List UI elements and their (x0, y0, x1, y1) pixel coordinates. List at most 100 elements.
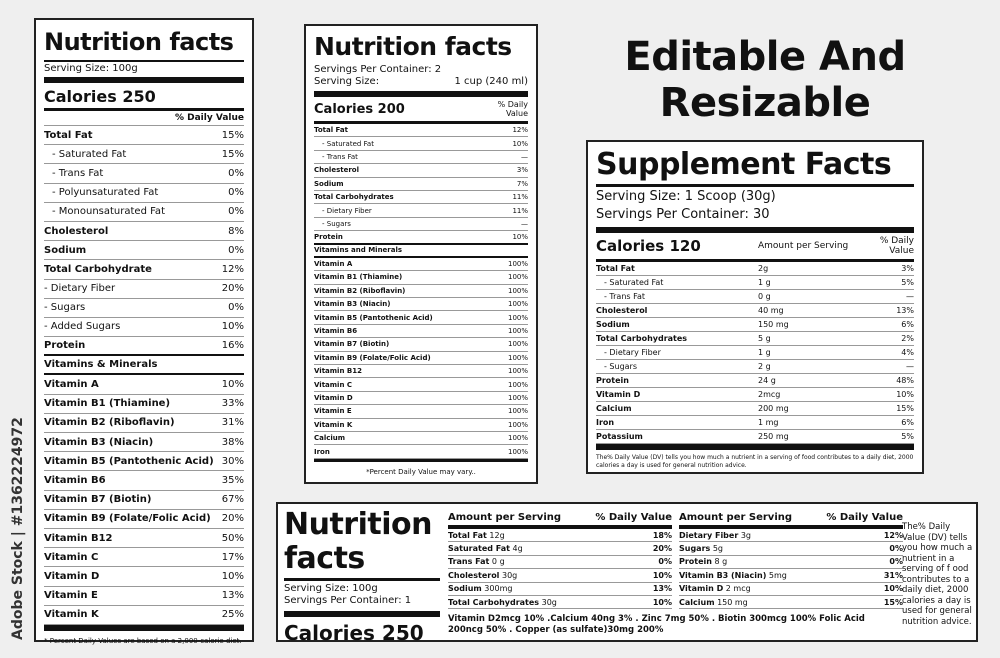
calories-row: Calories 120 Amount per Serving % Daily … (596, 233, 914, 259)
nutrient-name: Total Carbohydrates (596, 334, 688, 343)
calories-row: Calories 200 % Daily Value (314, 97, 528, 121)
nutrient-amount: 0 g (758, 292, 771, 301)
nutrient-row: Total Carbohydrates 11% (314, 191, 528, 205)
nutrient-row: Cholesterol 30g 10% (448, 569, 672, 583)
footnote: The% Daily Value (DV) tells you how much… (596, 454, 914, 469)
nutrient-amount: 150 mg (758, 320, 789, 329)
nutrient-amount: 200 mg (758, 404, 789, 413)
nutrient-label: Sugars 5g (679, 544, 723, 553)
nutrient-name: Vitamin A (314, 260, 353, 269)
nutrient-row: Vitamin B5 (Pantothenic Acid) 30% (44, 452, 244, 472)
nutrient-row: Vitamins & Minerals (44, 356, 244, 376)
nutrient-value: 25% (221, 609, 244, 621)
nutrient-name: Sodium (314, 179, 344, 188)
nutrition-label-vertical: Nutrition facts Servings Per Container: … (304, 24, 538, 484)
nutrient-value: 30% (221, 455, 244, 467)
nutrient-row: - Saturated Fat 15% (44, 145, 244, 165)
nutrient-row: Vitamin D 10% (44, 567, 244, 587)
nutrient-label: Protein 8 g (679, 557, 727, 566)
nutrient-name: Total Fat (596, 264, 635, 273)
nutrient-name: Vitamin B9 (Folate/Folic Acid) (314, 353, 431, 362)
nutrient-row: Total Fat 12% (314, 124, 528, 138)
nutrient-value: 4% (901, 348, 914, 357)
nutrient-value: 0% (228, 302, 244, 314)
nutrient-row: - Trans Fat — (314, 151, 528, 165)
nutrient-name: - Saturated Fat (604, 278, 664, 287)
daily-value-header: % Daily Value (826, 512, 903, 523)
nutrient-amount: 250 mg (758, 432, 789, 441)
nutrient-value: 16% (221, 340, 244, 352)
nutrient-row: Total Fat 15% (44, 126, 244, 146)
serving-size-label: Serving Size: (314, 76, 380, 87)
nutrient-name: Vitamin D (679, 584, 724, 594)
nutrient-row: - Polyunsaturated Fat 0% (44, 184, 244, 203)
nutrient-row: - Sugars — (314, 218, 528, 232)
nutrient-name: Sugars (679, 544, 711, 554)
nutrient-value: 15% (221, 129, 244, 141)
nutrient-name: Vitamin C (44, 551, 99, 563)
nutrient-name: Vitamin B12 (314, 367, 362, 376)
nutrient-value: 0% (658, 557, 672, 567)
nutrient-name: Vitamin C (314, 380, 353, 389)
nutrient-row: - Monounsaturated Fat 0% (44, 203, 244, 222)
nutrient-amount: 30g (499, 570, 518, 580)
nutrient-label: Total Carbohydrates 30g (448, 598, 557, 607)
nutrient-name: - Saturated Fat (322, 139, 374, 148)
nutrient-value: 12% (221, 263, 244, 275)
nutrient-value: 100% (507, 367, 528, 376)
nutrient-name: - Trans Fat (322, 152, 358, 161)
nutrient-amount: 300mg (481, 584, 513, 594)
nutrient-row: Vitamin D 2 mcg 10% (679, 583, 903, 596)
daily-value-header: % Daily Value (44, 111, 244, 126)
nutrient-name: Protein (596, 376, 629, 385)
nutrient-column-1: Amount per Serving % Daily Value Total F… (448, 512, 672, 610)
nutrient-value: 10% (652, 570, 672, 580)
divider (596, 184, 914, 187)
nutrient-name: Cholesterol (596, 306, 648, 315)
nutrient-name: - Added Sugars (44, 321, 121, 333)
nutrient-row: Vitamin K 100% (314, 419, 528, 432)
nutrient-name: Vitamin B7 (Biotin) (314, 340, 390, 349)
nutrient-value: 6% (901, 418, 914, 427)
nutrient-name: Vitamin B6 (44, 474, 106, 486)
nutrient-row: - Sugars 0% (44, 299, 244, 318)
nutrient-name: Protein (44, 340, 86, 352)
nutrient-name: - Sugars (44, 302, 86, 314)
servings-per-container: Servings Per Container: 1 (284, 595, 412, 606)
daily-value-header: % Daily Value (595, 512, 672, 523)
nutrient-row: Vitamin B12 100% (314, 365, 528, 379)
nutrient-value: 10% (221, 321, 244, 333)
nutrient-row: Protein 16% (44, 337, 244, 357)
nutrient-value: 31% (221, 417, 244, 429)
nutrient-row: Total Fat 2g 3% (596, 262, 914, 276)
nutrient-value: 10% (512, 232, 528, 241)
nutrient-value: 10% (896, 390, 914, 399)
nutrient-row: Vitamin A 100% (314, 258, 528, 272)
nutrient-value: 10% (221, 379, 244, 391)
nutrient-amount: 40 mg (758, 306, 784, 315)
label-title: Nutrition facts (314, 32, 512, 61)
nutrient-row: Sodium 300mg 13% (448, 583, 672, 596)
nutrient-name: Vitamin B3 (Niacin) (314, 300, 391, 309)
nutrient-name: Vitamin B3 (Niacin) (44, 436, 154, 448)
nutrient-label: Total Fat 12g (448, 531, 505, 540)
nutrient-name: Vitamin B1 (Thiamine) (44, 398, 171, 410)
divider (596, 444, 914, 450)
nutrient-row: Vitamin B5 (Pantothenic Acid) 100% (314, 311, 528, 325)
nutrient-amount: 1 g (758, 348, 771, 357)
footnote: * Percent Daily Values are based on a 2,… (44, 636, 242, 645)
divider (596, 227, 914, 233)
nutrient-value: 5% (901, 432, 914, 441)
nutrient-name: Vitamin B1 (Thiamine) (314, 273, 403, 282)
vitamins-line: Vitamin D2mcg 10% .Calcium 40ng 3% . Zin… (448, 614, 865, 635)
title-block: Nutrition facts Serving Size: 100g Servi… (284, 508, 440, 645)
nutrition-label-tall: Nutrition facts Serving Size: 100g Calor… (34, 18, 254, 645)
nutrient-row: Vitamin B9 (Folate/Folic Acid) 20% (44, 510, 244, 529)
nutrient-value: 100% (507, 313, 528, 322)
nutrient-row: Sugars 5g 0% (679, 542, 903, 556)
servings-per-container: Servings Per Container: 30 (596, 207, 770, 222)
nutrient-name: - Sugars (322, 219, 351, 228)
nutrient-label: Calcium 150 mg (679, 598, 748, 607)
nutrient-amount: 1 g (758, 278, 771, 287)
nutrient-row: Vitamin C 17% (44, 548, 244, 568)
